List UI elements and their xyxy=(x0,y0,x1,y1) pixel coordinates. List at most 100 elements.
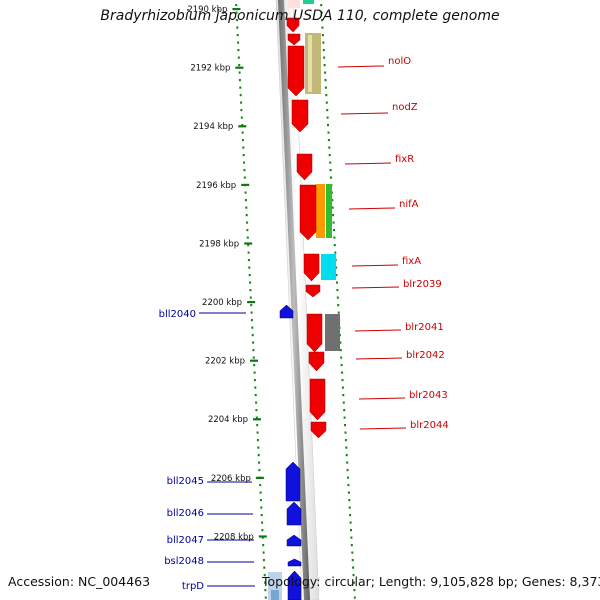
gene-bll2046-arrow[interactable] xyxy=(286,501,302,526)
gene-blr2043-label[interactable]: blr2043 xyxy=(409,390,448,401)
track-dot xyxy=(351,551,354,554)
annotation-bar xyxy=(326,184,332,238)
track-dot xyxy=(246,236,249,239)
gene-bll2040-label[interactable]: bll2040 xyxy=(159,309,196,320)
track-dot xyxy=(252,356,255,359)
gene-fixa-arrow[interactable] xyxy=(303,253,320,282)
gene-blr2043-leader-line xyxy=(358,397,406,400)
track-dot xyxy=(247,244,250,247)
track-dot xyxy=(344,424,346,427)
gene-blr2044-label-group[interactable]: blr2044 xyxy=(359,420,449,431)
page-title: Bradyrhizobium japonicum USDA 110, compl… xyxy=(100,8,500,24)
track-dot xyxy=(327,131,330,134)
gene-fixa-label[interactable]: fixA xyxy=(402,256,421,267)
gene-bsl2048-label[interactable]: bsl2048 xyxy=(164,556,204,567)
track-dot xyxy=(331,199,334,202)
gene-blr2041-label-group[interactable]: blr2041 xyxy=(354,322,444,333)
ruler-tick-label: 2194 kbp xyxy=(193,122,233,132)
track-dot xyxy=(237,41,240,44)
gene-nifa-label[interactable]: nifA xyxy=(399,199,419,210)
gene-fixa-label-group[interactable]: fixA xyxy=(351,256,421,267)
ruler-tick: 2196 kbp xyxy=(196,181,250,191)
gene-trpd-label[interactable]: trpD xyxy=(182,581,204,592)
ruler-tick-label: 2192 kbp xyxy=(190,64,230,74)
track-dot xyxy=(339,341,342,344)
track-dot xyxy=(246,221,249,224)
track-dot xyxy=(247,259,250,262)
track-dot xyxy=(321,34,324,37)
track-dot xyxy=(248,266,251,269)
gene-bll2047-label[interactable]: bll2047 xyxy=(167,535,204,546)
gene-blr2039-arrow[interactable] xyxy=(305,284,321,298)
gene-fixr-arrow[interactable] xyxy=(296,153,313,181)
track-dot xyxy=(258,469,261,472)
gene-nolo-label[interactable]: nolO xyxy=(388,56,411,67)
gene-blr2043-arrow[interactable] xyxy=(309,378,326,421)
ruler-tick-mark xyxy=(235,66,244,69)
gene-bll2045-label-group[interactable]: bll2045 xyxy=(167,476,252,487)
gene-bll2046-label[interactable]: bll2046 xyxy=(167,508,204,519)
gene-bll2040-label-group[interactable]: bll2040 xyxy=(159,309,246,320)
track-dot xyxy=(259,484,262,487)
track-dot xyxy=(240,101,243,104)
gene-blr2039-label-group[interactable]: blr2039 xyxy=(351,279,442,290)
partial-feature xyxy=(271,590,279,600)
gene-nodz-arrow[interactable] xyxy=(291,99,309,133)
gene-arrow-partial[interactable] xyxy=(286,17,300,33)
gene-blr2044-label[interactable]: blr2044 xyxy=(410,420,449,431)
track-dot xyxy=(353,596,356,599)
gene-blr2044-leader-line xyxy=(359,427,407,430)
track-dot xyxy=(240,116,243,119)
gene-bll2040-arrow[interactable] xyxy=(279,304,294,319)
gene-nolo-arrow[interactable] xyxy=(287,45,305,97)
gene-fixr-label[interactable]: fixR xyxy=(395,154,414,165)
gene-trpd-label-group[interactable]: trpD xyxy=(182,581,255,592)
ruler-tick: 2198 kbp xyxy=(199,239,253,249)
track-dot xyxy=(350,536,353,539)
ruler-tick-mark xyxy=(255,476,264,479)
gene-bll2045-arrow[interactable] xyxy=(285,461,301,502)
gene-blr2042-arrow[interactable] xyxy=(308,351,325,372)
gene-bll2046-label-group[interactable]: bll2046 xyxy=(167,508,253,519)
gene-nolo-leader-line xyxy=(337,65,385,68)
track-dot xyxy=(347,484,350,487)
annotation-bar-highlight xyxy=(308,35,312,92)
gene-nifa-arrow[interactable] xyxy=(299,184,317,241)
track-dot xyxy=(239,86,242,89)
track-dot xyxy=(323,56,326,59)
track-dot xyxy=(249,289,252,292)
track-dot xyxy=(340,356,343,359)
gene-blr2041-label[interactable]: blr2041 xyxy=(405,322,444,333)
gene-blr2041-arrow[interactable] xyxy=(306,313,323,353)
gene-bll2047-arrow[interactable] xyxy=(286,534,302,547)
gene-blr2044-arrow[interactable] xyxy=(310,421,327,439)
gene-trpd-arrow[interactable] xyxy=(287,570,302,600)
gene-bsl2048-label-group[interactable]: bsl2048 xyxy=(164,556,254,567)
track-dot xyxy=(250,304,253,307)
track-dot xyxy=(251,334,254,337)
gene-nodz-label-group[interactable]: nodZ xyxy=(340,102,418,115)
gene-blr2043-label-group[interactable]: blr2043 xyxy=(358,390,448,401)
gene-bll2047-label-group[interactable]: bll2047 xyxy=(167,535,254,546)
gene-bsl2048-arrow[interactable] xyxy=(287,558,302,567)
gene-nifa-label-group[interactable]: nifA xyxy=(348,199,419,210)
ruler-tick-mark xyxy=(253,418,261,421)
track-dot xyxy=(343,409,346,412)
track-dot xyxy=(261,529,264,532)
track-dot xyxy=(257,454,260,457)
gene-blr2042-label[interactable]: blr2042 xyxy=(406,350,445,361)
gene-fixr-label-group[interactable]: fixR xyxy=(344,154,414,165)
gene-nodz-label[interactable]: nodZ xyxy=(392,102,418,113)
track-dot xyxy=(259,499,262,502)
gene-blr2042-label-group[interactable]: blr2042 xyxy=(355,350,445,361)
track-dot xyxy=(322,41,325,44)
track-dot xyxy=(321,26,324,29)
gene-bll2045-label[interactable]: bll2045 xyxy=(167,476,204,487)
track-dot xyxy=(327,124,329,127)
gene-arrow-partial[interactable] xyxy=(287,33,301,46)
track-dot xyxy=(243,169,246,172)
gene-blr2039-label[interactable]: blr2039 xyxy=(403,279,442,290)
gene-nolo-label-group[interactable]: nolO xyxy=(337,56,411,68)
track-dot xyxy=(250,311,253,314)
